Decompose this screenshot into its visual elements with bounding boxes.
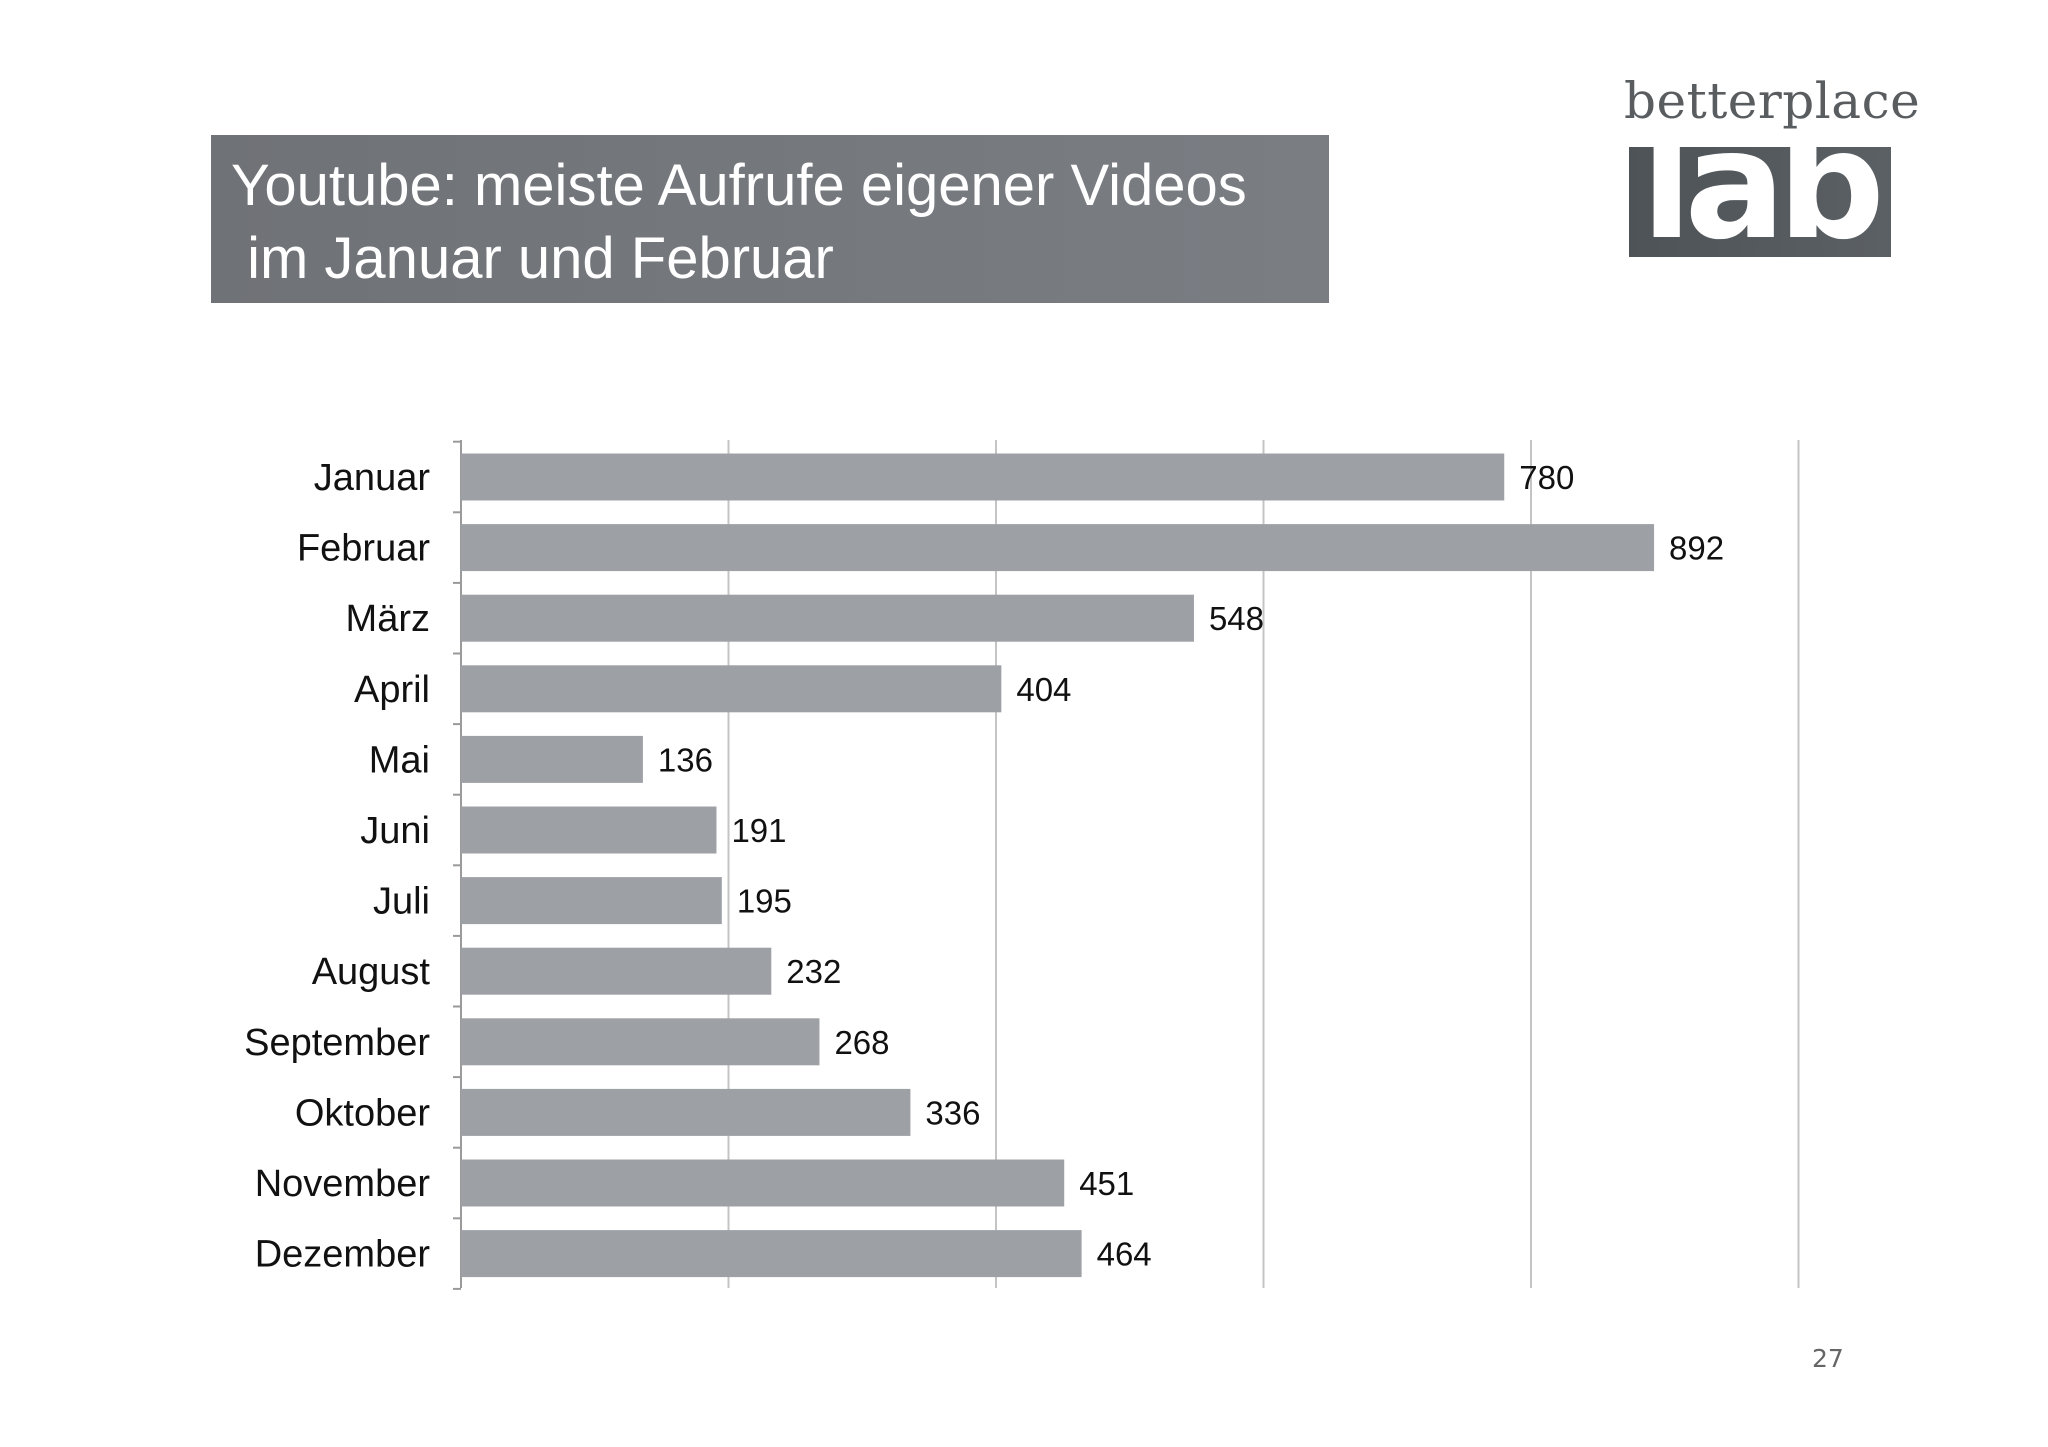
bar-3 <box>461 594 1194 642</box>
data-label-7: 195 <box>737 883 792 920</box>
data-label-1: 780 <box>1519 459 1574 496</box>
bar-5 <box>461 735 643 783</box>
title-line-2: im Januar und Februar <box>231 226 834 291</box>
bar-1 <box>461 453 1505 501</box>
data-label-10: 336 <box>925 1094 980 1131</box>
bar-9 <box>461 1018 820 1066</box>
category-label-11: November <box>255 1163 431 1205</box>
category-label-6: Juni <box>360 810 430 852</box>
category-label-8: August <box>312 951 431 993</box>
category-label-2: Februar <box>297 528 430 570</box>
bar-8 <box>461 947 772 995</box>
data-label-8: 232 <box>786 953 841 990</box>
data-label-12: 464 <box>1097 1236 1152 1273</box>
bar-10 <box>461 1088 911 1136</box>
data-label-11: 451 <box>1079 1165 1134 1202</box>
data-label-2: 892 <box>1669 530 1724 567</box>
bar-12 <box>461 1230 1082 1278</box>
logo-lab-text: lab <box>1640 147 1885 257</box>
category-label-12: Dezember <box>255 1234 431 1276</box>
title-box: Youtube: meiste Aufrufe eigener Videos i… <box>211 135 1329 303</box>
data-label-9: 268 <box>834 1024 889 1061</box>
category-label-3: März <box>346 598 430 640</box>
bar-4 <box>461 665 1002 713</box>
bar-2 <box>461 524 1655 572</box>
category-label-9: September <box>244 1022 430 1064</box>
bar-7 <box>461 877 722 925</box>
data-label-5: 136 <box>658 741 713 778</box>
title-line-1: Youtube: meiste Aufrufe eigener Videos <box>231 153 1247 218</box>
bar-6 <box>461 806 717 854</box>
page-number: 27 <box>1812 1344 1844 1373</box>
data-label-6: 191 <box>731 812 786 849</box>
category-label-4: April <box>354 669 430 711</box>
bar-11 <box>461 1159 1065 1207</box>
category-label-7: Juli <box>373 881 430 923</box>
logo-wordmark: betterplace <box>1624 72 1921 130</box>
data-label-3: 548 <box>1209 600 1264 637</box>
category-label-10: Oktober <box>295 1092 431 1134</box>
category-label-5: Mai <box>369 739 430 781</box>
logo-block: lab <box>1629 147 1891 257</box>
category-label-1: Januar <box>314 457 431 499</box>
data-label-4: 404 <box>1016 671 1071 708</box>
